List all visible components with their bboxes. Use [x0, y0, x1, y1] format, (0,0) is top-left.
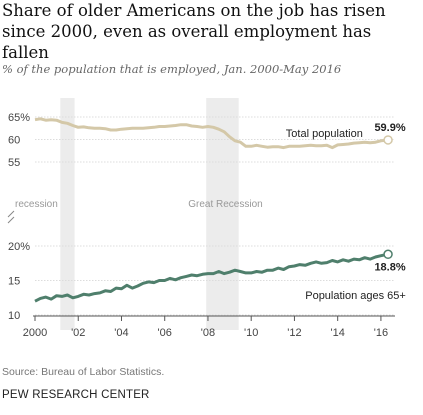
- x-tick-label: '16: [374, 327, 388, 339]
- source-note: Source: Bureau of Labor Statistics.: [2, 366, 165, 378]
- older-population-line: [34, 252, 389, 303]
- recession-band: [60, 98, 75, 330]
- total-population-line: [34, 117, 389, 150]
- x-tick-label: '12: [287, 327, 301, 339]
- recession-label: recession: [15, 199, 58, 210]
- y-tick-label: 55: [8, 157, 20, 169]
- series-end-label: 59.9%: [374, 122, 405, 134]
- x-tick-label: '14: [331, 327, 345, 339]
- x-tick-label: '08: [201, 327, 215, 339]
- x-tick-label: '06: [158, 327, 172, 339]
- x-tick-label: 2000: [23, 327, 47, 339]
- line-chart: recession Great Recession 55 60 65% 10 15 20% 20…: [7, 98, 406, 339]
- y-tick-label: 65%: [8, 112, 30, 124]
- series-name-label: Population ages 65+: [305, 290, 406, 302]
- series-end-label: 18.8%: [374, 261, 405, 273]
- series-name-label: Total population: [286, 128, 363, 140]
- y-tick-label: 15: [8, 276, 20, 288]
- series-end-marker: [383, 135, 393, 145]
- x-tick-label: '04: [114, 327, 128, 339]
- recession-label: Great Recession: [188, 199, 262, 210]
- y-tick-label: 20%: [8, 241, 30, 253]
- series-end-marker: [383, 249, 393, 260]
- x-tick-label: '02: [71, 327, 85, 339]
- x-tick-label: '10: [244, 327, 258, 339]
- recession-band: [206, 98, 239, 330]
- chart-subtitle: % of the population that is employed, Ja…: [2, 62, 342, 76]
- y-tick-label: 10: [8, 310, 20, 322]
- organization-name: PEW RESEARCH CENTER: [2, 389, 150, 401]
- chart-title: Share of older Americans on the job has …: [2, 1, 386, 62]
- axis-break-icon: [7, 210, 15, 224]
- y-tick-label: 60: [8, 135, 20, 147]
